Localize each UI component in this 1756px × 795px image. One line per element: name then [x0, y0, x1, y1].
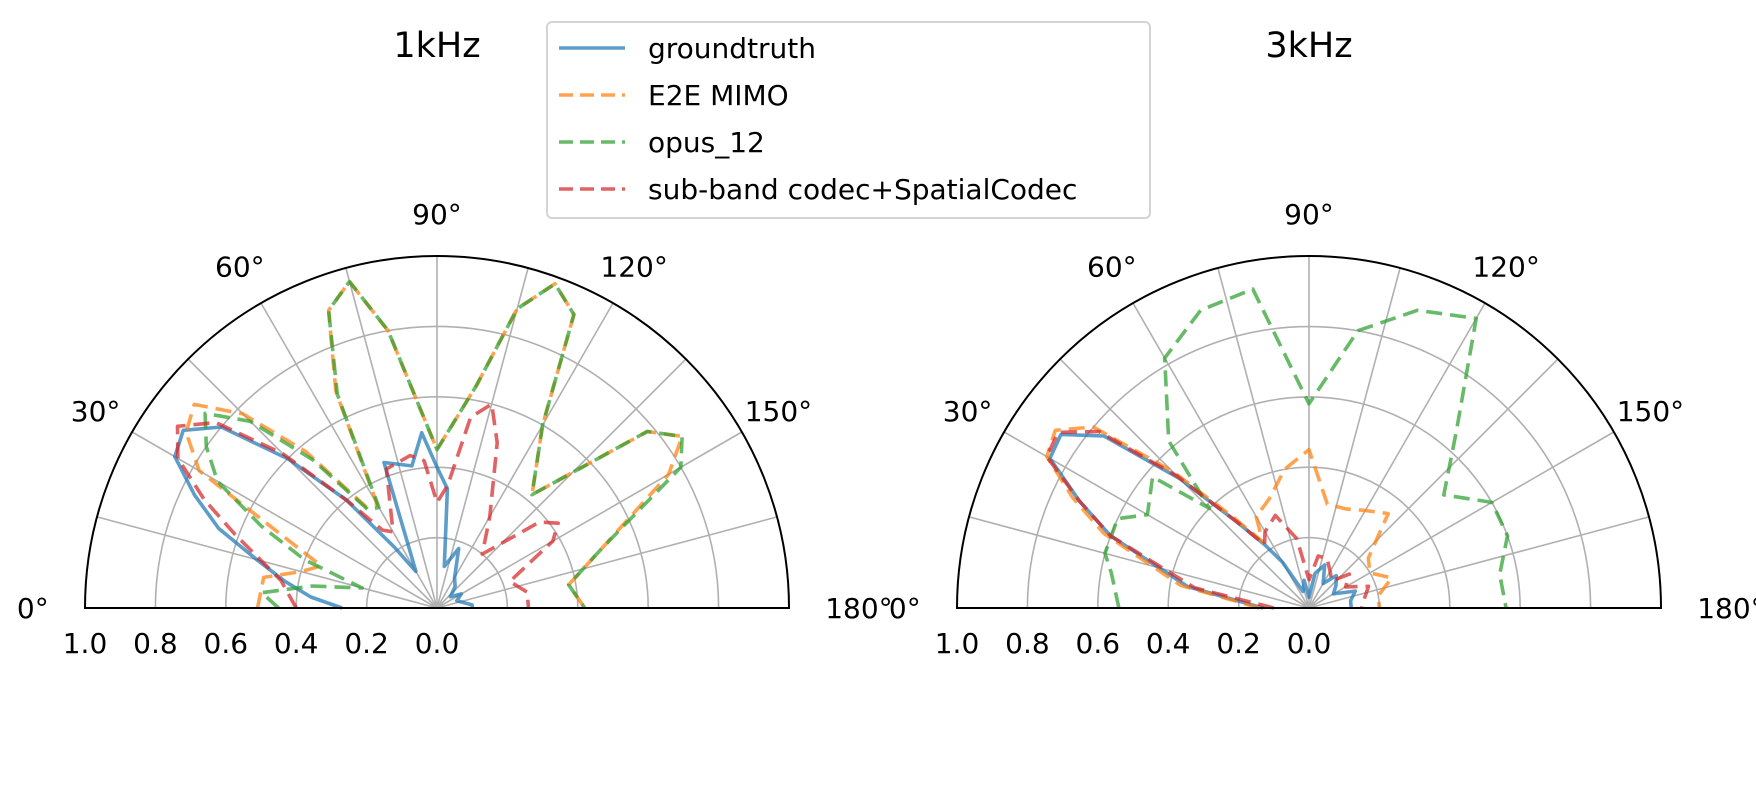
series-lines	[173, 279, 684, 610]
r-tick-label: 0.2	[1216, 627, 1261, 660]
theta-tick-label: 60°	[1087, 251, 1137, 284]
grid-spoke	[1308, 267, 1401, 609]
theta-tick-label: 120°	[1472, 251, 1539, 284]
theta-tick-label: 120°	[600, 251, 667, 284]
series-line-groundtruth	[1048, 432, 1358, 610]
r-tick-label: 0.4	[274, 627, 319, 660]
legend-label-e2e-mimo: E2E MIMO	[648, 79, 789, 112]
theta-tick-label: 150°	[745, 395, 812, 428]
theta-tick-label: 90°	[412, 198, 462, 231]
r-tick-label: 1.0	[935, 627, 980, 660]
series-line-opus-12	[1103, 287, 1510, 609]
r-tick-label: 0.6	[204, 627, 249, 660]
r-tick-label: 0.0	[1287, 627, 1332, 660]
chart-title: 3kHz	[1265, 26, 1352, 66]
legend-label-groundtruth: groundtruth	[648, 32, 816, 65]
theta-tick-label: 0°	[17, 592, 49, 625]
polar-panel-3khz: 0° 30° 60° 90° 120° 150° 180° 1.0 0.8 0.6 0.4 0.2 0.…	[889, 26, 1756, 660]
theta-tick-labels: 0° 30° 60° 90° 120° 150° 180°	[17, 198, 893, 625]
series-line-opus-12	[203, 279, 684, 610]
r-tick-label: 0.6	[1076, 627, 1121, 660]
r-tick-label: 0.0	[415, 627, 460, 660]
legend-label-sub-band-codec-spatialcodec: sub-band codec+SpatialCodec	[648, 173, 1077, 206]
r-tick-label: 0.4	[1146, 627, 1191, 660]
theta-tick-label: 30°	[71, 395, 121, 428]
theta-tick-label: 0°	[889, 592, 921, 625]
series-lines	[1045, 287, 1510, 610]
legend-frame	[546, 21, 1151, 219]
grid-spoke	[1308, 358, 1559, 609]
legend-label-opus-12: opus_12	[648, 126, 765, 159]
grid-spoke	[436, 302, 614, 609]
grid-spoke	[436, 267, 529, 609]
grid-spoke	[345, 267, 438, 609]
grid-spoke	[1308, 431, 1615, 609]
grid-spoke	[1308, 516, 1650, 609]
polar-grid	[968, 256, 1650, 609]
r-tick-label: 0.2	[344, 627, 389, 660]
series-line-sub-band-codec-spatialcodec	[175, 402, 560, 609]
grid-spoke	[1308, 302, 1486, 609]
r-tick-labels: 1.0 0.8 0.6 0.4 0.2 0.0	[63, 627, 460, 660]
theta-tick-label: 60°	[215, 251, 265, 284]
theta-tick-label: 90°	[1284, 198, 1334, 231]
theta-tick-label: 30°	[943, 395, 993, 428]
r-tick-label: 1.0	[63, 627, 108, 660]
theta-tick-label: 180°	[1697, 592, 1756, 625]
grid-spoke	[96, 516, 438, 609]
grid-spoke	[968, 516, 1310, 609]
polar-grid	[96, 256, 778, 609]
polar-panel-1khz: 0° 30° 60° 90° 120° 150° 180° 1.0 0.8 0.6 0.4 0.2 0.…	[17, 26, 893, 660]
theta-tick-label: 150°	[1617, 395, 1684, 428]
series-line-groundtruth	[173, 425, 474, 610]
polar-frame	[83, 255, 791, 609]
grid-spoke	[436, 516, 778, 609]
grid-spoke	[187, 358, 438, 609]
series-line-sub-band-codec-spatialcodec	[1045, 429, 1371, 610]
r-tick-label: 0.8	[133, 627, 178, 660]
grid-spoke	[131, 431, 438, 609]
theta-tick-label: 180°	[825, 592, 892, 625]
grid-spoke	[1003, 431, 1310, 609]
legend: groundtruth E2E MIMO opus_12 sub-band codec…	[546, 21, 1151, 219]
grid-spoke	[436, 431, 743, 609]
grid-spoke	[436, 358, 687, 609]
grid-spoke	[1217, 267, 1310, 609]
grid-spoke	[260, 302, 438, 609]
polar-frame	[955, 255, 1663, 609]
chart-title: 1kHz	[393, 26, 480, 66]
r-tick-labels: 1.0 0.8 0.6 0.4 0.2 0.0	[935, 627, 1332, 660]
theta-tick-labels: 0° 30° 60° 90° 120° 150° 180°	[889, 198, 1756, 625]
r-tick-label: 0.8	[1005, 627, 1050, 660]
